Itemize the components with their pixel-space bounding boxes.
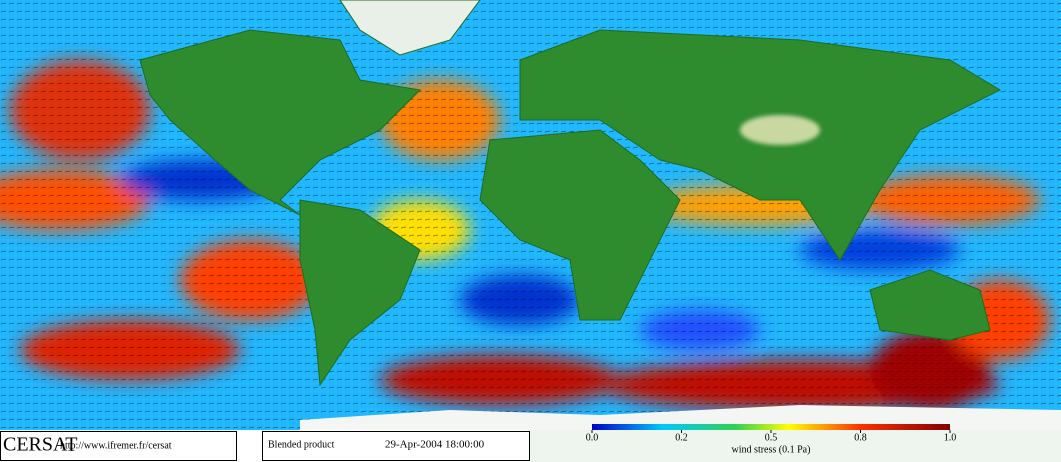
logo: CERSAT [3, 434, 77, 456]
colorbar-label: wind stress (0.1 Pa) [732, 444, 811, 455]
colorbar [592, 424, 950, 430]
logo-box [0, 431, 237, 461]
product: Blended product [268, 439, 335, 450]
colorbar-tick-label: 0.2 [675, 432, 688, 443]
colorbar-tick-label: 0.5 [765, 432, 778, 443]
colorbar-tick-label: 0.0 [586, 432, 599, 443]
datetime: 29-Apr-2004 18:00:00 [385, 439, 485, 451]
colorbar-tick-label: 0.8 [854, 432, 867, 443]
product-box [262, 431, 530, 461]
url: http://www.ifremer.fr/cersat [60, 440, 172, 451]
land [139, 0, 1061, 430]
footer-background [530, 430, 1061, 462]
colorbar-tick-label: 1.0 [944, 432, 957, 443]
